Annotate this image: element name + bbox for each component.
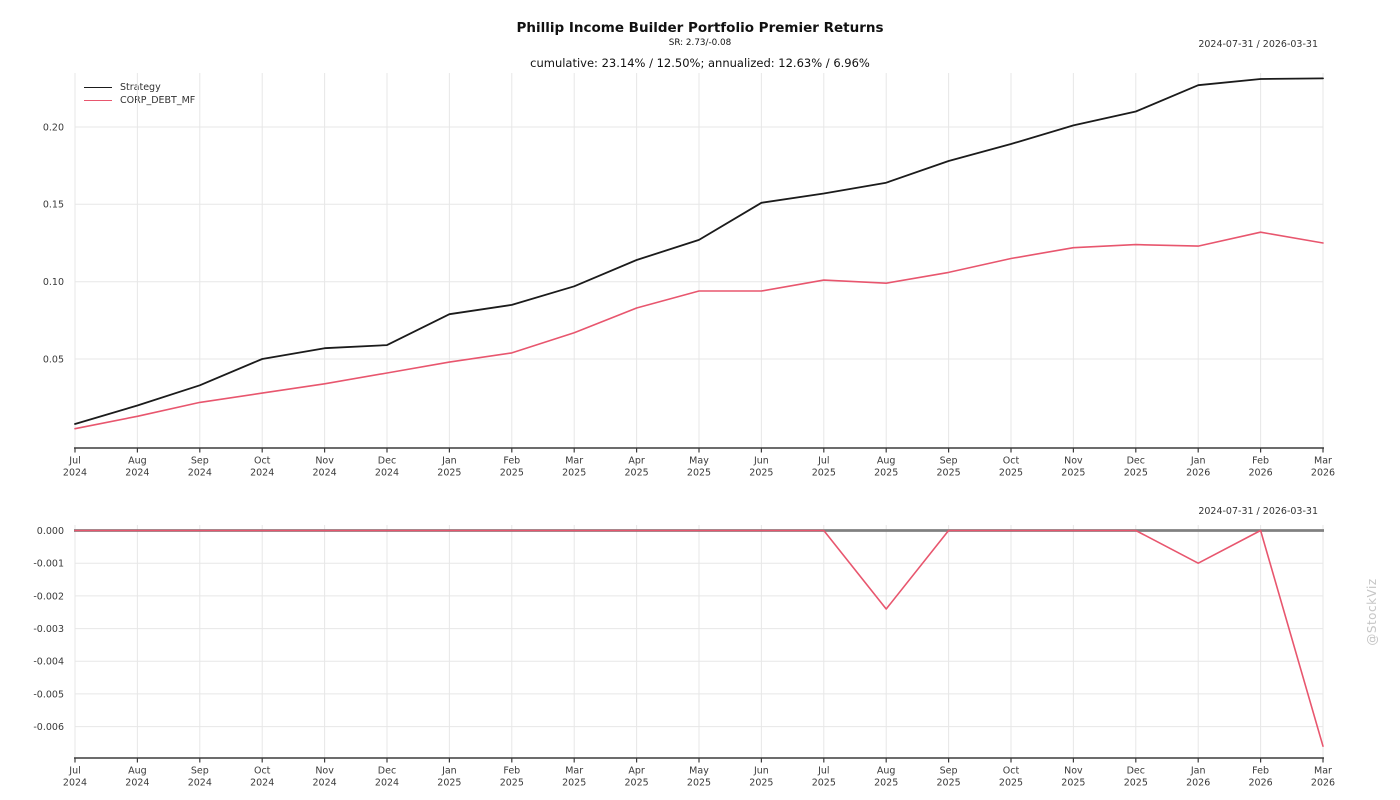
x-tick-label: Jun 2025 (749, 766, 773, 789)
x-tick-label: Oct 2025 (999, 766, 1023, 789)
x-tick-label: Mar 2025 (562, 766, 586, 789)
x-tick-label: Apr 2025 (625, 766, 649, 789)
y-tick-label: -0.005 (33, 689, 64, 700)
x-tick-label: Mar 2025 (562, 456, 586, 479)
y-tick-label: 0.05 (43, 354, 64, 365)
x-tick-label: Oct 2024 (250, 456, 274, 479)
sharpe-ratio-subtitle: SR: 2.73/-0.08 (668, 38, 732, 48)
benchmark-line-swatch (84, 100, 112, 101)
x-tick-label: Jan 2026 (1186, 456, 1210, 479)
x-tick-label: Dec 2024 (375, 456, 399, 479)
x-tick-label: Mar 2026 (1311, 766, 1335, 789)
x-tick-label: Jan 2026 (1186, 766, 1210, 789)
x-tick-label: Feb 2026 (1249, 766, 1273, 789)
x-tick-label: Nov 2024 (313, 766, 337, 789)
x-tick-label: Nov 2025 (1061, 456, 1085, 479)
x-tick-label: Feb 2026 (1249, 456, 1273, 479)
x-tick-label: Dec 2025 (1124, 456, 1148, 479)
legend-item-strategy: Strategy (84, 81, 195, 94)
legend-label-strategy: Strategy (120, 82, 161, 93)
chart-title: Phillip Income Builder Portfolio Premier… (516, 20, 884, 36)
x-tick-label: Oct 2024 (250, 766, 274, 789)
x-tick-label: Jul 2025 (812, 766, 836, 789)
x-tick-label: Dec 2025 (1124, 766, 1148, 789)
x-tick-label: Mar 2026 (1311, 456, 1335, 479)
y-tick-label: -0.003 (33, 624, 64, 635)
x-tick-label: Dec 2024 (375, 766, 399, 789)
x-tick-label: Oct 2025 (999, 456, 1023, 479)
y-tick-label: 0.000 (37, 526, 64, 537)
x-tick-label: May 2025 (687, 766, 711, 789)
active-returns-chart: Jul 2024 Aug 2024 Sep 2024 Oct 2024 Nov 2024 Dec 20… (33, 525, 1335, 789)
strategy-line-swatch (84, 87, 112, 88)
legend: Strategy CORP_DEBT_MF (84, 81, 195, 107)
y-tick-label: 0.15 (43, 200, 64, 211)
x-axis: Jul 2024 Aug 2024 Sep 2024 Oct 2024 Nov 2024 Dec 20… (63, 757, 1335, 789)
x-tick-label: Aug 2024 (125, 456, 149, 479)
date-range-top: 2024-07-31 / 2026-03-31 (1198, 39, 1318, 50)
date-range-bottom: 2024-07-31 / 2026-03-31 (1198, 506, 1318, 517)
x-tick-label: Jul 2024 (63, 456, 87, 479)
x-tick-label: Jul 2025 (812, 456, 836, 479)
x-tick-label: Nov 2024 (313, 456, 337, 479)
y-tick-label: -0.006 (33, 722, 64, 733)
legend-label-benchmark: CORP_DEBT_MF (120, 95, 196, 106)
x-tick-label: Jun 2025 (749, 456, 773, 479)
x-tick-label: Feb 2025 (500, 456, 524, 479)
y-tick-label: -0.004 (33, 657, 64, 668)
y-tick-label: 0.10 (43, 277, 64, 288)
series-corp_debt_mf_active-line (74, 529, 1324, 748)
x-tick-label: Aug 2025 (874, 456, 898, 479)
x-axis: Jul 2024 Aug 2024 Sep 2024 Oct 2024 Nov 2024 Dec 20… (63, 447, 1335, 479)
x-tick-label: Feb 2025 (500, 766, 524, 789)
y-tick-label: -0.002 (33, 591, 64, 602)
stockviz-watermark: @StockViz (1365, 578, 1379, 646)
x-tick-label: May 2025 (687, 456, 711, 479)
gridlines (74, 73, 1324, 448)
y-axis: 0.000 -0.001 -0.002 -0.003 -0.004 -0.005 -0.00… (33, 526, 64, 733)
series-corp_debt_mf-line (74, 231, 1324, 430)
legend-item-benchmark: CORP_DEBT_MF (84, 94, 195, 107)
cumulative-annualized-stats: cumulative: 23.14% / 12.50%; annualized:… (530, 56, 870, 70)
y-axis: 0.05 0.10 0.15 0.20 (43, 122, 64, 365)
x-tick-label: Aug 2024 (125, 766, 149, 789)
x-tick-label: Nov 2025 (1061, 766, 1085, 789)
x-tick-label: Jan 2025 (437, 766, 461, 789)
gridlines (74, 525, 1324, 758)
x-tick-label: Sep 2024 (188, 456, 212, 479)
x-tick-label: Apr 2025 (625, 456, 649, 479)
x-tick-label: Sep 2025 (937, 766, 961, 789)
x-tick-label: Sep 2024 (188, 766, 212, 789)
returns-chart: Jul 2024 Aug 2024 Sep 2024 Oct 2024 Nov 2024 Dec 20… (43, 73, 1335, 479)
y-tick-label: 0.20 (43, 122, 64, 133)
y-tick-label: -0.001 (33, 559, 64, 570)
x-tick-label: Aug 2025 (874, 766, 898, 789)
x-tick-label: Sep 2025 (937, 456, 961, 479)
x-tick-label: Jul 2024 (63, 766, 87, 789)
x-tick-label: Jan 2025 (437, 456, 461, 479)
series-strategy-line (74, 77, 1324, 425)
